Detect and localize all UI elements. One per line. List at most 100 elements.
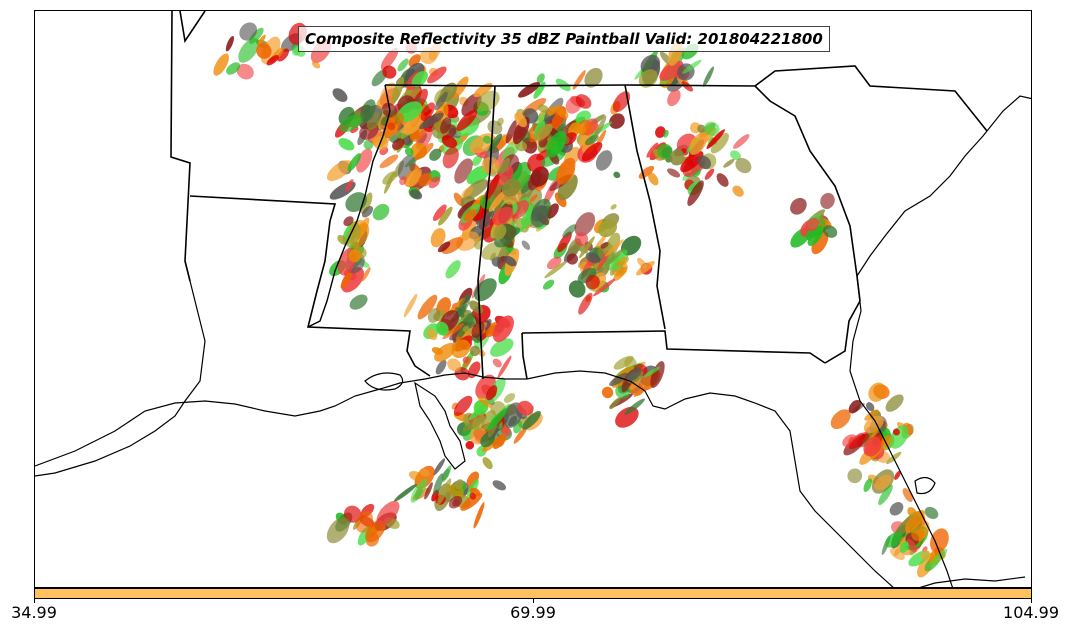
reflectivity-blob (382, 65, 397, 79)
reflectivity-blob (372, 203, 390, 221)
reflectivity-blob (442, 147, 459, 169)
reflectivity-blob (486, 385, 498, 401)
reflectivity-blob (902, 487, 913, 503)
reflectivity-blob (380, 47, 399, 71)
reflectivity-blob (863, 436, 882, 457)
border-texas-la (189, 195, 431, 377)
reflectivity-blob (866, 402, 875, 412)
reflectivity-blob (488, 189, 507, 212)
reflectivity-blob (637, 257, 647, 269)
reflectivity-blob (474, 278, 497, 302)
reflectivity-blob (383, 112, 405, 138)
reflectivity-blob (492, 423, 500, 438)
reflectivity-blob (256, 43, 272, 59)
reflectivity-blob (716, 173, 729, 187)
reflectivity-blob (465, 440, 475, 450)
reflectivity-blob (393, 483, 417, 502)
reflectivity-blob (419, 112, 444, 130)
reflectivity-blob (554, 105, 569, 119)
reflectivity-blob (646, 142, 659, 158)
reflectivity-blob (790, 197, 807, 215)
reflectivity-blob (437, 478, 452, 506)
reflectivity-blob (534, 123, 553, 141)
reflectivity-blob (434, 91, 448, 111)
reflectivity-blob (562, 224, 577, 238)
florida-keys (919, 576, 1026, 587)
reflectivity-blob (689, 132, 708, 155)
reflectivity-blob (340, 270, 353, 289)
reflectivity-blob (238, 37, 260, 63)
reflectivity-blob (434, 342, 457, 362)
colorbar-tick-left (34, 599, 35, 603)
reflectivity-blob (492, 207, 514, 226)
reflectivity-blob (347, 153, 361, 172)
border-ms-al (477, 85, 496, 380)
reflectivity-blob (406, 168, 422, 187)
reflectivity-blob (326, 160, 353, 182)
reflectivity-blob (575, 94, 592, 109)
reflectivity-blob (403, 293, 418, 318)
reflectivity-blob (556, 157, 576, 185)
reflectivity-blob (411, 71, 428, 87)
reflectivity-blob (659, 60, 684, 81)
reflectivity-blob (345, 179, 354, 192)
reflectivity-blob (537, 104, 550, 113)
reflectivity-blob (710, 132, 729, 154)
reflectivity-blob (430, 228, 446, 248)
border-tn-ky (179, 11, 206, 44)
reflectivity-blob (929, 548, 948, 568)
reflectivity-blob (408, 471, 424, 482)
colorbar-tick-mid (533, 599, 534, 603)
reflectivity-blob (455, 307, 465, 318)
reflectivity-blob (257, 34, 266, 46)
border-ga-fl-atl (824, 275, 861, 364)
reflectivity-blob (885, 531, 903, 548)
reflectivity-blob (499, 157, 511, 174)
reflectivity-blob (807, 226, 824, 246)
reflectivity-blob (643, 366, 661, 378)
reflectivity-blob (360, 192, 373, 214)
reflectivity-blob (448, 495, 463, 509)
reflectivity-blob (492, 315, 514, 343)
reflectivity-blob (604, 239, 624, 257)
reflectivity-blob (579, 236, 595, 259)
reflectivity-blob (461, 93, 482, 117)
reflectivity-blob (595, 150, 613, 171)
reflectivity-blob (276, 48, 290, 62)
reflectivity-blob (613, 266, 628, 282)
reflectivity-blob (365, 519, 386, 543)
reflectivity-blob (473, 502, 485, 529)
reflectivity-blob (864, 409, 879, 421)
reflectivity-blob (667, 89, 681, 107)
reflectivity-blob (417, 294, 438, 320)
mississippi-delta (414, 381, 466, 470)
reflectivity-blob (397, 58, 409, 72)
reflectivity-blob (426, 328, 438, 341)
reflectivity-blob (528, 169, 542, 191)
okeechobee-lake (914, 476, 936, 495)
border-al-west-mobile (521, 332, 528, 380)
reflectivity-blob (878, 484, 893, 506)
reflectivity-blob (920, 550, 931, 561)
reflectivity-blob (681, 81, 694, 92)
reflectivity-blob (682, 59, 702, 74)
reflectivity-blob (847, 468, 863, 484)
reflectivity-blob (266, 54, 279, 66)
reflectivity-blob (874, 474, 892, 491)
reflectivity-blob (414, 142, 434, 161)
reflectivity-blob (732, 185, 744, 197)
reflectivity-blob (820, 192, 835, 209)
reflectivity-blob (383, 171, 395, 194)
reflectivity-blob (360, 99, 376, 123)
reflectivity-blob (604, 247, 625, 267)
reflectivity-blob (613, 171, 621, 179)
reflectivity-blob (638, 69, 658, 88)
reflectivity-blob (440, 116, 452, 134)
reflectivity-blob (848, 433, 870, 450)
reflectivity-blob (399, 176, 407, 186)
reflectivity-blob (733, 134, 750, 149)
reflectivity-blob (647, 172, 659, 186)
reflectivity-blob (542, 279, 555, 290)
reflectivity-blob (697, 124, 706, 134)
reflectivity-blob (225, 35, 234, 52)
